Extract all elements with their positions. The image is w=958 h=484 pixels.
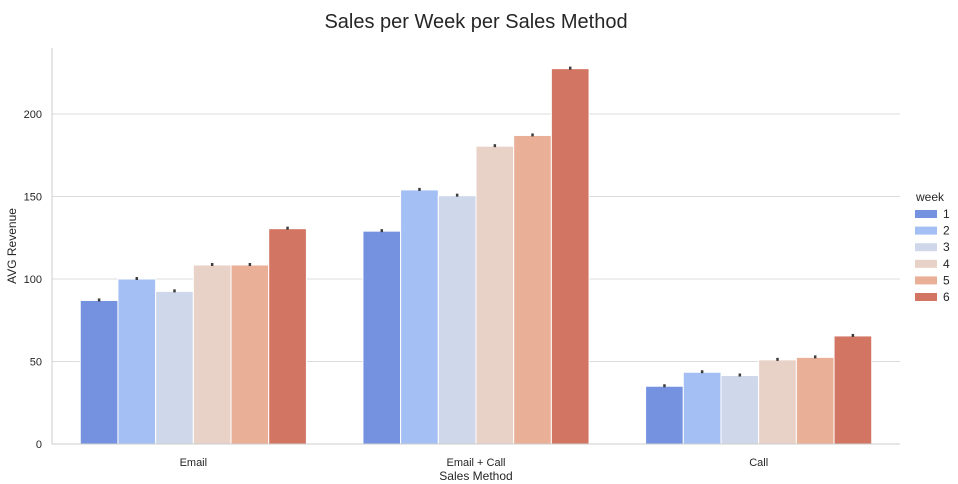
x-axis-label: Sales Method (439, 469, 512, 483)
legend-label: 2 (943, 224, 950, 238)
legend-label: 5 (943, 273, 950, 287)
x-tick-label: Email + Call (447, 457, 506, 469)
legend-swatch (915, 226, 937, 235)
x-tick-label: Call (749, 457, 768, 469)
bar (79, 299, 119, 445)
legend-swatch (915, 243, 937, 252)
bar (192, 264, 232, 445)
y-tick-label: 100 (24, 274, 42, 286)
bar (682, 371, 722, 445)
bar (230, 264, 270, 445)
bar (795, 356, 835, 445)
bar (117, 278, 157, 445)
bar (268, 228, 307, 445)
legend-swatch (915, 259, 937, 268)
bar (155, 290, 194, 445)
legend-label: 1 (943, 207, 950, 221)
axes: 0 50 100 150 200 Email Email + Call Call (24, 48, 900, 469)
bar (400, 189, 439, 445)
chart-title: Sales per Week per Sales Method (324, 11, 627, 33)
y-axis-label: AVG Revenue (5, 208, 19, 284)
bar (758, 359, 797, 445)
legend-swatch (915, 210, 937, 218)
bar (475, 145, 515, 445)
bar (720, 375, 760, 445)
bar (833, 335, 873, 445)
bar (362, 230, 402, 445)
legend-title: week (915, 190, 945, 204)
bars (79, 66, 873, 445)
legend-label: 3 (943, 240, 950, 254)
legend-label: 6 (943, 290, 950, 304)
legend-swatch (915, 276, 937, 285)
bar (437, 195, 477, 445)
bar (645, 385, 684, 445)
legend: week 1 2 3 4 5 6 (915, 190, 950, 304)
x-tick-label: Email (180, 457, 208, 469)
bar (550, 68, 590, 445)
bar (513, 134, 552, 445)
y-tick-label: 0 (36, 439, 42, 451)
legend-label: 4 (943, 257, 950, 271)
y-tick-label: 50 (30, 357, 42, 369)
y-tick-label: 200 (24, 109, 42, 121)
legend-swatch (915, 293, 937, 301)
y-tick-label: 150 (24, 192, 42, 204)
